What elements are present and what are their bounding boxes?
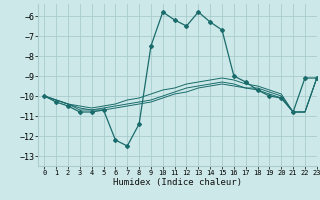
X-axis label: Humidex (Indice chaleur): Humidex (Indice chaleur) — [113, 178, 242, 187]
